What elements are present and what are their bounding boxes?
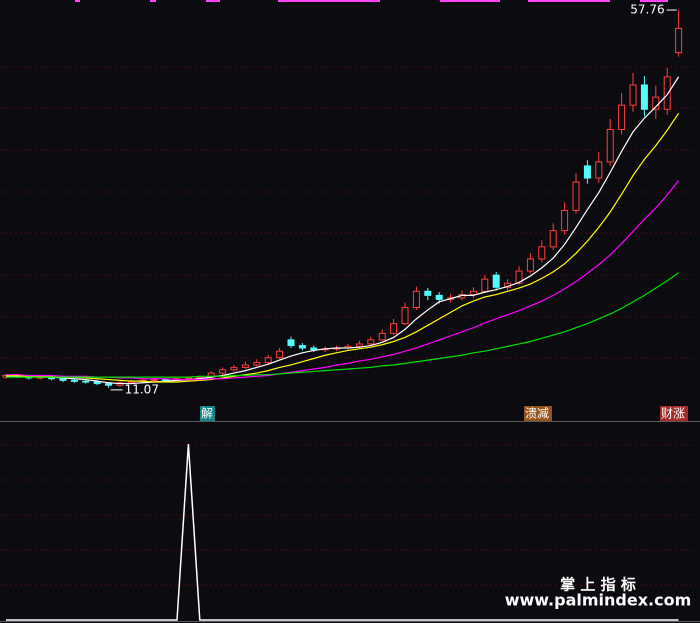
candle-body [59,378,67,381]
signal-box [200,406,215,421]
indicator-line [6,443,679,621]
min-label: 11.07 [125,382,159,396]
candle-body [355,343,363,347]
candle-body [549,230,557,248]
candle-body [481,278,489,292]
candle-body [264,357,272,364]
watermark-title: 掌 上 指 标 [560,576,636,594]
candle-body [241,364,249,368]
candle-body [435,294,443,300]
moving-average [6,272,679,378]
candle-body [572,181,580,211]
candle-body [561,209,569,232]
candle-body [640,84,648,110]
candle-body [310,347,318,351]
candle-body [253,362,261,366]
max-label: 57.76 [630,3,664,17]
candle-body [93,381,101,385]
candle-body [618,104,626,130]
candle-body [469,290,477,296]
candle-body [367,339,375,345]
watermark-url: www.palmindex.com [505,591,692,610]
candle-body [663,76,671,110]
candle-body [401,307,409,325]
candle-body [492,274,500,288]
candle-body [276,350,284,359]
candle-body [595,161,603,179]
moving-average [6,76,680,385]
candle-body [583,165,591,179]
candle-body [606,128,614,163]
candle-body [298,345,306,349]
candle-body [675,27,683,54]
signal-label: 解 [201,407,213,421]
candle-body [70,379,78,382]
signal-box [524,406,552,421]
candle-body [390,323,398,334]
candle-body [378,332,386,341]
candle-body [82,380,90,383]
candle-body [219,369,227,374]
candle-body [196,376,204,379]
signal-label: 财涨 [661,406,685,421]
candle-body [230,366,238,371]
signal-box [660,406,688,421]
candle-body [162,379,170,382]
candle-body [412,290,420,309]
candle-body [526,258,534,272]
candle-body [424,290,432,296]
candle-body [150,379,158,382]
candle-body [629,84,637,106]
candle-body [515,270,523,284]
candle-body [287,339,295,347]
moving-average [6,112,680,383]
signal-label: 溃减 [525,407,549,421]
background-lines [0,66,700,586]
candle-body [105,383,113,386]
candle-body [184,377,192,380]
candle-body [538,246,546,260]
moving-average [6,180,680,381]
